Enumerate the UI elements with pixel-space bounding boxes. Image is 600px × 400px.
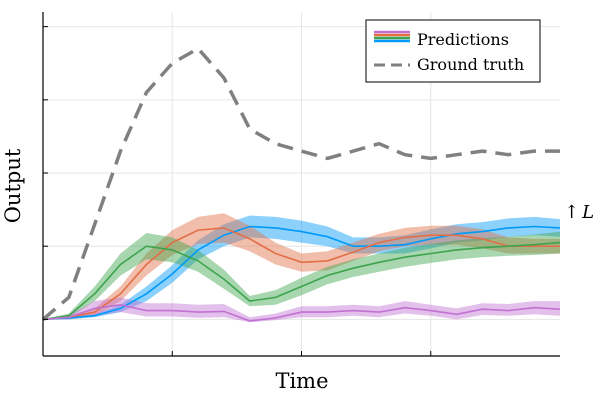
legend-ground-truth-label: Ground truth [417, 55, 524, 74]
axis-ticks [43, 26, 432, 356]
annotation-arrow: ↑ [564, 202, 579, 223]
annotation-arrow-l: ↑ L [564, 202, 594, 223]
annotation-l-text: L [581, 202, 594, 223]
ground-truth-line [41, 46, 560, 321]
legend-predictions-swatch [374, 30, 410, 43]
legend-box [365, 19, 541, 83]
x-axis-label: Time [275, 369, 328, 393]
ground-truth-layer [41, 46, 560, 321]
prediction-line-1 [42, 227, 560, 321]
legend: Predictions Ground truth [365, 19, 541, 83]
prediction-line-3 [42, 303, 561, 322]
prediction-line-2 [42, 241, 561, 321]
y-axis-label: Output [1, 148, 25, 223]
prediction-band-0 [43, 215, 560, 320]
legend-predictions-label: Predictions [417, 30, 509, 49]
prediction-band-1 [43, 213, 560, 320]
prediction-band-3 [43, 297, 560, 323]
prediction-line-0 [42, 225, 561, 321]
prediction-lines [42, 225, 561, 322]
